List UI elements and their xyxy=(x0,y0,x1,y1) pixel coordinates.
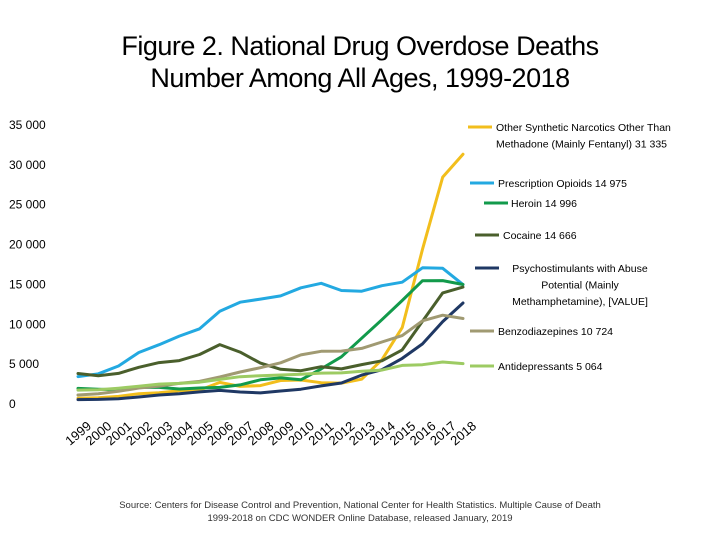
legend-label-7: Antidepressants 5 064 xyxy=(498,361,603,373)
legend-label-6: Benzodiazepines 10 724 xyxy=(498,326,613,338)
series-line-6 xyxy=(76,313,465,397)
y-tick-label: 0 xyxy=(9,397,16,411)
legend-label-4: Cocaine 14 666 xyxy=(503,230,577,242)
legend-label-5: Methamphetamine), [VALUE] xyxy=(512,296,648,308)
chart-title-line-2: Number Among All Ages, 1999-2018 xyxy=(150,63,570,93)
y-tick-label: 35 000 xyxy=(9,118,46,132)
y-tick-label: 20 000 xyxy=(9,238,46,252)
legend-label-1: Other Synthetic Narcotics Other Than xyxy=(496,122,671,134)
y-tick-label: 10 000 xyxy=(9,317,46,331)
series-line-1 xyxy=(76,152,465,400)
source-line-1: Source: Centers for Disease Control and … xyxy=(119,500,601,511)
legend-label-5: Potential (Mainly xyxy=(541,280,619,292)
line-chart: 0 5 000 10 000 15 000 20 000 25 000 30 000 35 0… xyxy=(9,118,671,448)
y-tick-label: 5 000 xyxy=(9,357,39,371)
legend-label-5: Psychostimulants with Abuse xyxy=(512,263,648,275)
y-tick-label: 25 000 xyxy=(9,198,46,212)
series-line-5 xyxy=(76,301,465,402)
chart-title-line-1: Figure 2. National Drug Overdose Deaths xyxy=(121,31,599,61)
y-tick-label: 30 000 xyxy=(9,158,46,172)
series-line-4 xyxy=(76,285,465,378)
source-line-2: 1999-2018 on CDC WONDER Online Database,… xyxy=(207,513,513,524)
source-note: Source: Centers for Disease Control and … xyxy=(60,499,660,525)
y-tick-label: 15 000 xyxy=(9,277,46,291)
chart-title: Figure 2. National Drug Overdose Deaths … xyxy=(0,30,720,94)
legend-label-2: Prescription Opioids 14 975 xyxy=(498,178,627,190)
series-line-7 xyxy=(76,360,465,392)
legend-label-3: Heroin 14 996 xyxy=(511,198,577,210)
legend-label-1: Methadone (Mainly Fentanyl) 31 335 xyxy=(496,139,667,151)
series-line-2 xyxy=(76,266,465,379)
